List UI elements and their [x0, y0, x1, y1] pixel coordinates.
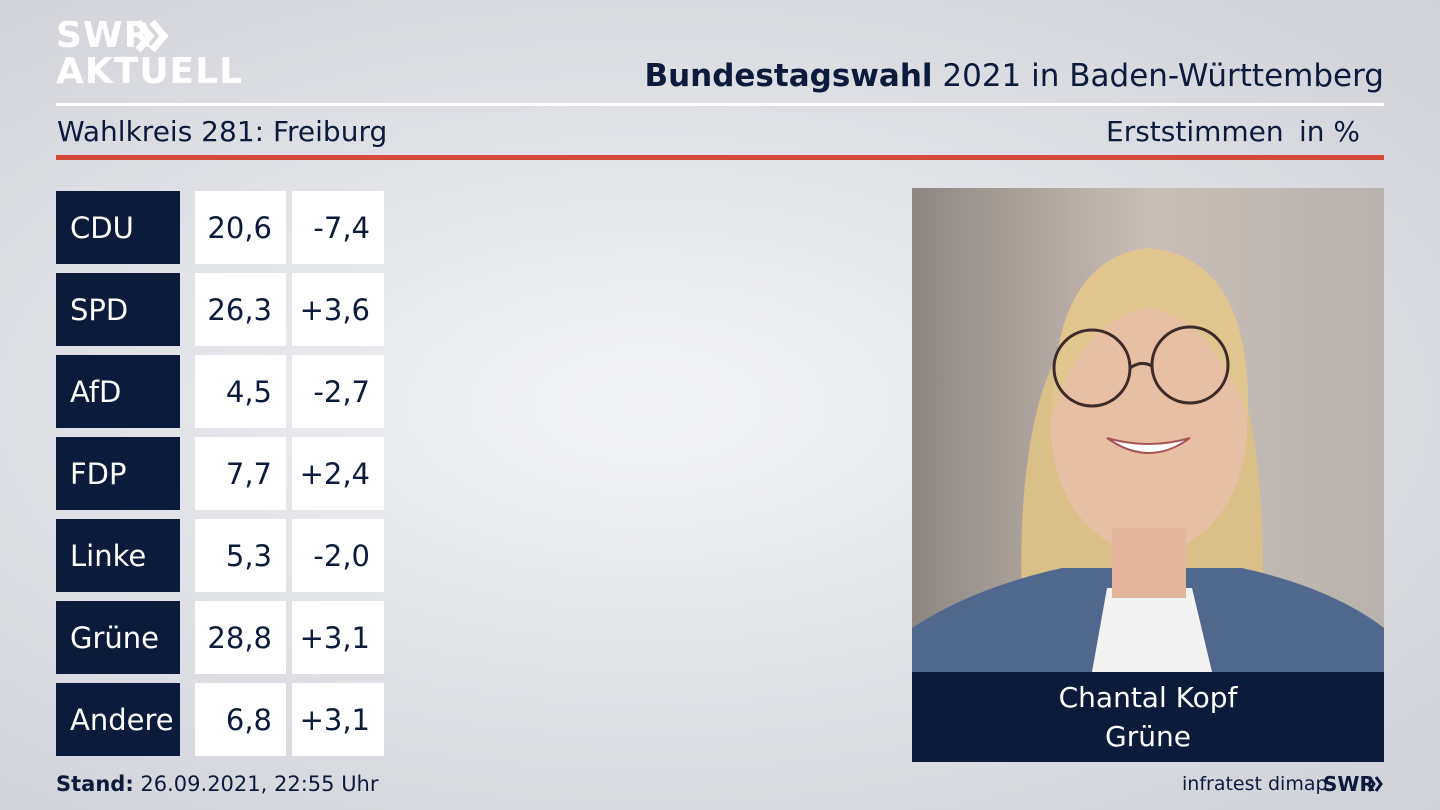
logo-swr: SWR: [56, 15, 153, 56]
stand-label: Stand:: [56, 772, 134, 796]
source: infratest dimap: [1182, 773, 1328, 795]
subtitle: Wahlkreis 281: Freiburg: [57, 115, 388, 148]
vote-change: -2,7: [292, 355, 384, 428]
party-name: FDP: [56, 437, 180, 510]
vote-share: 28,8: [195, 601, 286, 674]
candidate-party: Grüne: [1105, 720, 1191, 753]
vote-share: 5,3: [195, 519, 286, 592]
candidate-name: Chantal Kopf: [1058, 681, 1238, 714]
candidate-caption: Chantal Kopf Grüne: [912, 672, 1384, 762]
vote-share: 26,3: [195, 273, 286, 346]
candidate-photo: [912, 188, 1384, 672]
logo-arrows: [136, 20, 169, 52]
vote-type: Erststimmen: [1106, 115, 1284, 148]
stand-value: 26.09.2021, 22:55 Uhr: [140, 772, 379, 796]
party-name: Andere: [56, 683, 180, 756]
accent-rule: [56, 155, 1384, 160]
brand: SWR: [1323, 772, 1375, 796]
vote-change: +2,4: [292, 437, 384, 510]
title: Bundestagswahl 2021 in Baden-Württemberg: [644, 58, 1384, 94]
vote-change: -2,0: [292, 519, 384, 592]
vote-change: -7,4: [292, 191, 384, 264]
header-rule: [56, 103, 1384, 106]
vote-share: 20,6: [195, 191, 286, 264]
party-name: SPD: [56, 273, 180, 346]
footer-stand: Stand: 26.09.2021, 22:55 Uhr: [56, 772, 379, 796]
unit: in %: [1299, 115, 1361, 148]
logo-aktuell: AKTUELL: [56, 51, 244, 92]
party-name: CDU: [56, 191, 180, 264]
title-rest: 2021 in Baden-Württemberg: [942, 58, 1384, 94]
vote-share: 4,5: [195, 355, 286, 428]
title-bold: Bundestagswahl: [644, 58, 933, 94]
vote-share: 6,8: [195, 683, 286, 756]
party-name: AfD: [56, 355, 180, 428]
vote-change: +3,1: [292, 601, 384, 674]
vote-change: +3,1: [292, 683, 384, 756]
party-name: Linke: [56, 519, 180, 592]
party-name: Grüne: [56, 601, 180, 674]
vote-share: 7,7: [195, 437, 286, 510]
brand-arrows: [1368, 776, 1383, 792]
vote-change: +3,6: [292, 273, 384, 346]
